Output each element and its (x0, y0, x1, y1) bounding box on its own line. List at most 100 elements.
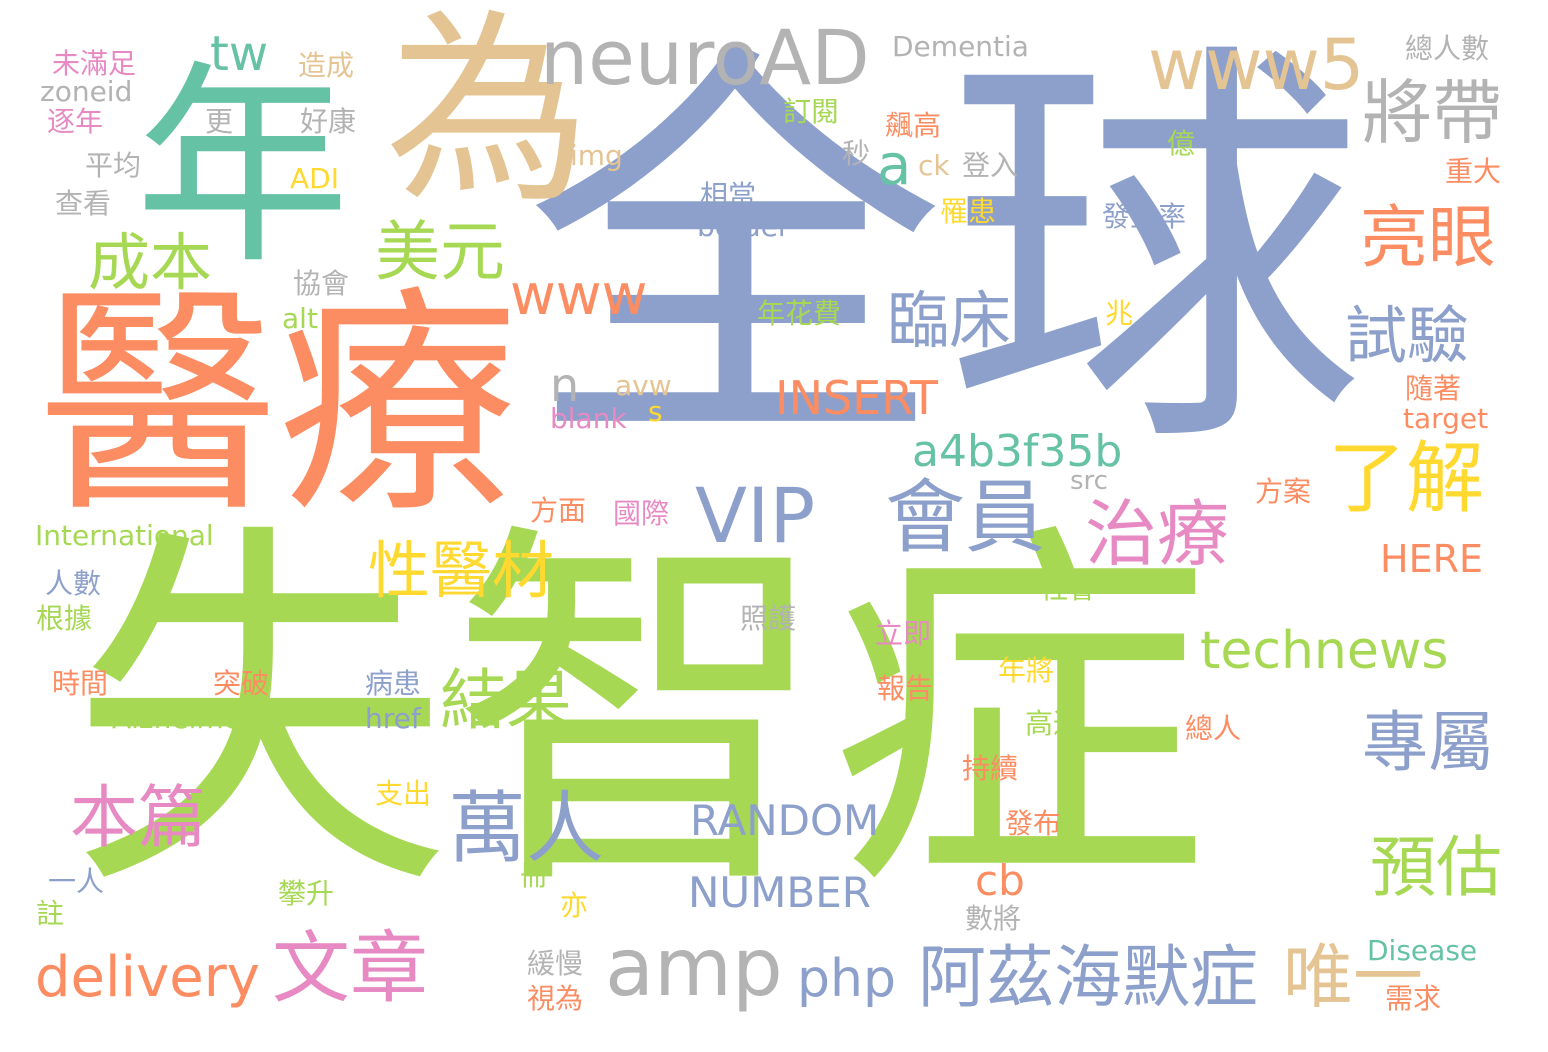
word-shiyan: 試驗 (1345, 299, 1470, 372)
word-yugu: 預估 (1370, 829, 1502, 906)
word-guoji: 國際 (613, 497, 670, 530)
word-jiangdai: 將帶 (1362, 72, 1502, 154)
word-yi2: 亦 (560, 889, 589, 922)
word-huiyuan: 會員 (885, 471, 1045, 564)
word-www5: www5 (1148, 24, 1365, 106)
word-disease: Disease (1367, 934, 1478, 967)
word-wenzhang: 文章 (272, 924, 429, 1014)
word-zhao: 兆 (1105, 297, 1134, 330)
word-weiyi: 唯一 (1283, 936, 1423, 1018)
word-renshu: 人數 (45, 567, 102, 600)
word-adi: ADI (290, 162, 339, 195)
word-yiren: 一人 (48, 865, 105, 898)
word-border: border (697, 210, 790, 243)
word-genju: 根據 (36, 602, 93, 635)
word-chixu: 持續 (962, 752, 1019, 785)
word-php: php (797, 949, 896, 1009)
word-zhaohu: 照護 (740, 602, 797, 635)
word-tupo: 突破 (213, 667, 270, 700)
word-pingjun: 平均 (85, 149, 142, 182)
word-fangmian: 方面 (530, 494, 587, 527)
word-yiliao: 醫療 (38, 265, 519, 545)
word-dengru: 登入 (962, 149, 1019, 182)
word-haokang: 好康 (300, 105, 357, 138)
word-zoneid: zoneid (40, 75, 133, 108)
word-random: RANDOM (690, 796, 880, 845)
word-shizhizheng: 失智症 (70, 493, 1210, 936)
word-src: src (1070, 466, 1108, 496)
word-insert: INSERT (775, 371, 938, 425)
word-baogao: 報告 (877, 672, 934, 705)
word-international: International (35, 519, 214, 552)
word-zhongda: 重大 (1445, 155, 1502, 188)
word-www: www (510, 263, 648, 328)
word-shiwei: 視為 (527, 982, 584, 1015)
word-xuqiu: 需求 (1385, 982, 1442, 1015)
word-xingyicai: 性醫材 (368, 534, 555, 607)
word-shehui: 社會 (1040, 572, 1097, 605)
word-vip: VIP (695, 471, 816, 560)
word-n: n (550, 358, 580, 412)
word-liangyan: 亮眼 (1360, 199, 1497, 278)
word-target: target (1403, 402, 1489, 435)
word-gaoda: 高達 (1025, 707, 1082, 740)
word-a4b3f35b: a4b3f35b (912, 426, 1123, 477)
word-avw: avw (615, 369, 672, 402)
word-ce: 冊 (520, 859, 549, 892)
word-nianhuafei: 年花費 (757, 297, 842, 330)
word-liji: 立即 (875, 617, 932, 650)
word-xiangdang: 相當 (700, 179, 757, 212)
word-nianjiang: 年將 (998, 654, 1055, 687)
word-alt: alt (282, 302, 318, 335)
word-dingyue: 訂閱 (783, 95, 840, 128)
word-zongren: 總人 (1185, 712, 1242, 745)
word-neuroad: neuroAD (540, 13, 870, 102)
word-delivery: delivery (35, 945, 260, 1010)
word-zaocheng: 造成 (298, 49, 355, 82)
word-lihuan: 罹患 (940, 195, 997, 228)
word-technews: technews (1200, 621, 1449, 681)
word-biaogao: 飆高 (885, 109, 942, 142)
word-tw: tw (210, 26, 269, 82)
word-meiyuan: 美元 (375, 215, 506, 290)
word-zhuanshu: 專屬 (1362, 704, 1494, 781)
word-zhu: 註 (36, 897, 65, 930)
word-fabu: 發布 (1005, 807, 1062, 840)
word-huanman: 緩慢 (527, 947, 584, 980)
word-xiehui: 協會 (293, 267, 350, 300)
word-pansheng: 攀升 (278, 877, 335, 910)
word-a: a (877, 133, 912, 198)
word-zongrenshu: 總人數 (1405, 32, 1490, 65)
word-href: href (365, 702, 421, 735)
word-yi: 億 (1167, 127, 1196, 160)
word-zhunian: 逐年 (47, 105, 104, 138)
word-azihaimozheng: 阿茲海默症 (918, 939, 1259, 1018)
word-quanqiu: 全球 (525, 10, 1365, 499)
word-liaojie: 了解 (1328, 434, 1485, 524)
word-img: img (570, 139, 623, 172)
word-shijian: 時間 (52, 667, 109, 700)
word-wanren: 萬人 (448, 784, 605, 874)
word-nian: 年 (135, 42, 350, 293)
word-zhichu: 支出 (375, 777, 432, 810)
word-chengben: 成本 (88, 226, 213, 299)
word-chakan: 查看 (55, 187, 112, 220)
word-binghuan: 病患 (365, 667, 422, 700)
word-fashenglv: 發生率 (1102, 200, 1187, 233)
word-zhiliao: 治療 (1085, 492, 1230, 576)
word-jieguo: 結果 (440, 662, 572, 739)
word-ck: ck (918, 149, 950, 182)
word-alzheimer: Alzheimer (112, 702, 253, 735)
word-blank: blank (550, 402, 627, 435)
word-cb: cb (975, 856, 1025, 905)
word-weimanzu: 未滿足 (52, 47, 137, 80)
word-linchuang: 臨床 (887, 284, 1012, 357)
word-dementia: Dementia (892, 30, 1029, 63)
word-s: s (648, 395, 663, 428)
word-here: HERE (1380, 537, 1483, 581)
word-geng: 更 (205, 105, 234, 138)
word-benpian: 本篇 (70, 779, 207, 858)
word-miao: 秒 (842, 137, 871, 170)
word-shujiang: 數將 (965, 902, 1022, 935)
